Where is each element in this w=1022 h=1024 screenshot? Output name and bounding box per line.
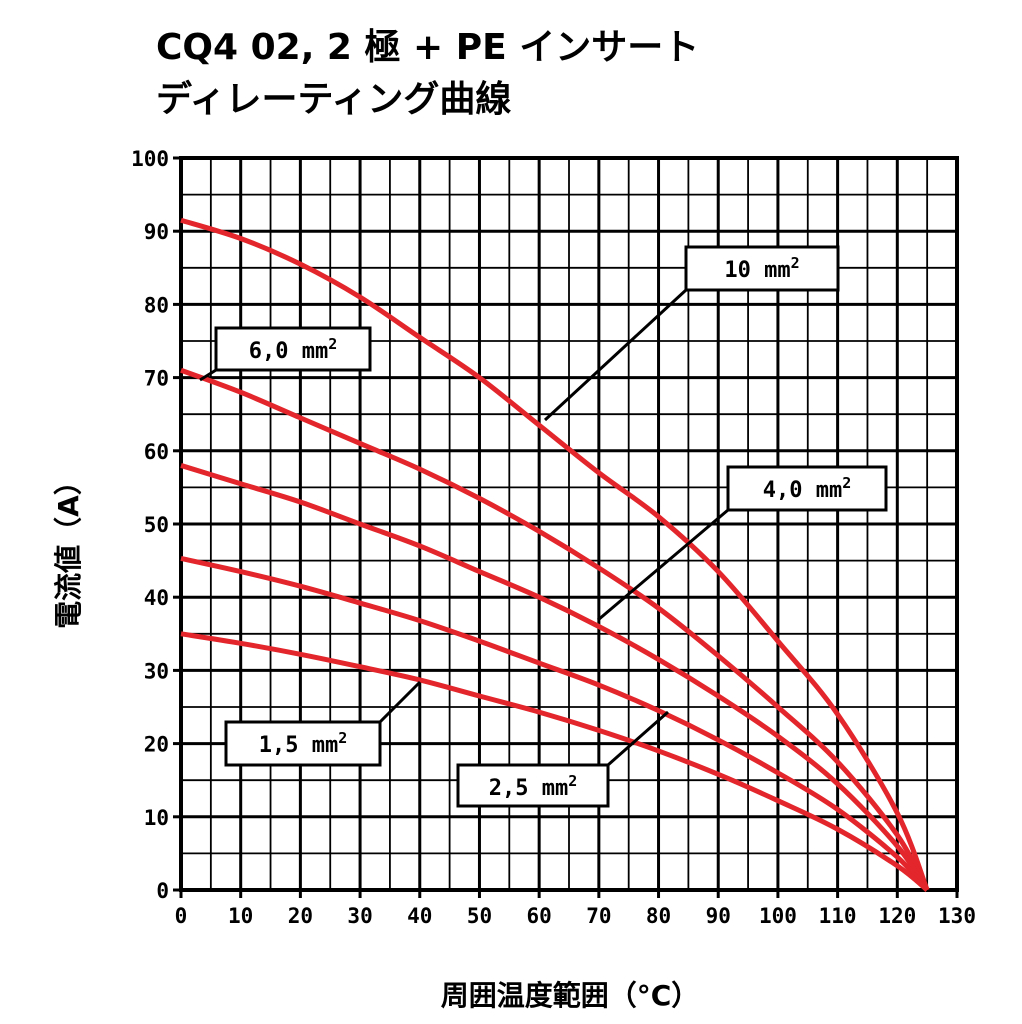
- y-axis-label: 電流値（A）: [52, 467, 85, 629]
- x-tick-label: 0: [175, 904, 188, 928]
- series-label-box: [214, 326, 372, 372]
- x-tick-label: 60: [527, 904, 552, 928]
- y-tick-label: 40: [144, 586, 169, 610]
- series-label-superscript: 2: [842, 474, 851, 492]
- series-line: [180, 367, 930, 892]
- series-label-superscript: 2: [568, 772, 577, 790]
- series-label: 6,0 mm2: [249, 335, 338, 364]
- x-tick-label: 110: [819, 904, 857, 928]
- series-label-box: [726, 465, 888, 512]
- series-line: [180, 555, 930, 892]
- x-tick-label: 10: [228, 904, 253, 928]
- series-line: [180, 217, 930, 891]
- series-label: 1,5 mm2: [259, 729, 348, 758]
- x-tick-label: 30: [347, 904, 372, 928]
- y-tick-label: 80: [144, 293, 169, 317]
- leader-line: [597, 508, 729, 622]
- y-tick-label: 10: [144, 806, 169, 830]
- leader-line: [607, 710, 669, 767]
- x-tick-label: 120: [878, 904, 916, 928]
- series-label-superscript: 2: [791, 254, 800, 272]
- leader-line: [199, 368, 217, 382]
- series-label: 10 mm2: [724, 254, 799, 283]
- y-tick-label: 30: [144, 659, 169, 683]
- y-tick-label: 50: [144, 513, 169, 537]
- series-label-text: 10 mm: [724, 258, 790, 283]
- x-tick-label: 50: [467, 904, 492, 928]
- y-tick-label: 60: [144, 440, 169, 464]
- y-tick-label: 100: [131, 147, 169, 171]
- y-tick-label: 90: [144, 220, 169, 244]
- series-label-text: 1,5 mm: [259, 733, 338, 758]
- x-tick-label: 90: [706, 904, 731, 928]
- series-line: [180, 631, 929, 892]
- leader-line: [543, 288, 688, 422]
- series-label-text: 6,0 mm: [249, 339, 328, 364]
- leader-line: [378, 680, 422, 724]
- x-axis-label: 周囲温度範囲（°C）: [441, 979, 700, 1012]
- series-label-superscript: 2: [338, 729, 347, 747]
- chart-subtitle: ディレーティング曲線: [156, 79, 512, 120]
- x-tick-label: 130: [938, 904, 976, 928]
- x-tick-label: 20: [288, 904, 313, 928]
- x-tick-label: 40: [407, 904, 432, 928]
- x-tick-label: 100: [759, 904, 797, 928]
- chart-title: CQ4 02, 2 極 + PE インサート: [156, 27, 700, 68]
- y-tick-label: 70: [144, 367, 169, 391]
- series-label: 2,5 mm2: [489, 772, 578, 801]
- series-label-text: 2,5 mm: [489, 776, 568, 801]
- x-tick-label: 80: [646, 904, 671, 928]
- x-tick-label: 70: [586, 904, 611, 928]
- series-label-box: [684, 245, 840, 292]
- y-tick-label: 0: [156, 879, 169, 903]
- series-label-superscript: 2: [328, 335, 337, 353]
- series-line: [180, 463, 930, 892]
- y-tick-label: 20: [144, 733, 169, 757]
- series-label-box: [224, 720, 382, 767]
- series-label-text: 4,0 mm: [763, 478, 842, 503]
- series-label-box: [456, 763, 610, 808]
- series-label: 4,0 mm2: [763, 474, 852, 503]
